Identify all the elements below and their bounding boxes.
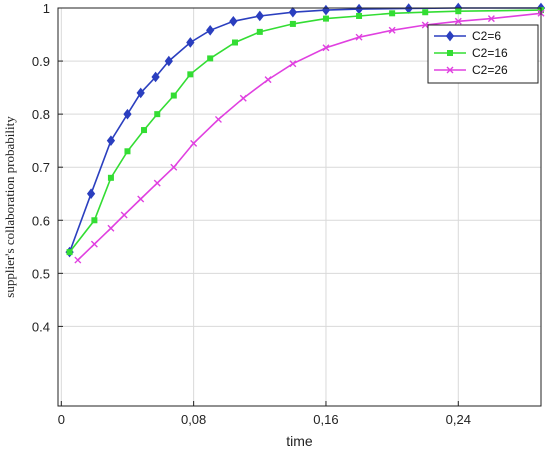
data-point [187, 71, 194, 78]
legend: C2=6 C2=16 C2=26 [427, 24, 539, 84]
y-axis-title: supplier's collaboration probability [2, 116, 17, 298]
legend-item: C2=26 [434, 63, 508, 77]
data-point [186, 37, 195, 48]
data-point [389, 10, 396, 17]
data-point [137, 195, 145, 203]
data-point [206, 24, 215, 36]
data-point [264, 76, 272, 84]
data-point [123, 108, 132, 120]
data-point [190, 139, 198, 147]
data-point [124, 148, 131, 155]
data-point [66, 249, 73, 256]
data-point [214, 115, 222, 123]
legend-label: C2=6 [472, 29, 501, 43]
y-tick-label: 1 [43, 1, 50, 16]
data-point [136, 87, 145, 99]
data-point [355, 33, 363, 41]
x-tick-label: 0,16 [313, 412, 338, 427]
data-point [255, 10, 264, 22]
data-point [86, 188, 96, 200]
data-point [151, 71, 160, 83]
data-point [107, 224, 115, 232]
legend-marker [447, 50, 453, 56]
data-point [91, 217, 98, 224]
legend-item: C2=16 [434, 46, 508, 60]
data-point [422, 9, 429, 16]
y-tick-label: 0.6 [32, 213, 50, 228]
x-tick-label: 0,24 [446, 412, 471, 427]
data-point [170, 92, 177, 99]
data-point [90, 240, 98, 248]
y-tick-label: 0.8 [32, 107, 50, 122]
x-tick-label: 0,08 [181, 412, 206, 427]
legend-item: C2=6 [434, 29, 501, 43]
y-tick-label: 0.9 [32, 54, 50, 69]
data-point [421, 21, 429, 29]
data-point [487, 15, 495, 23]
data-point [207, 55, 214, 62]
data-point [454, 17, 462, 25]
data-point [256, 28, 263, 35]
plot-frame [57, 7, 542, 407]
data-point [141, 127, 148, 134]
series-3 [74, 9, 545, 264]
series-1 [65, 2, 546, 258]
data-point [120, 211, 128, 219]
y-tick-label: 0.4 [32, 319, 50, 334]
data-point [74, 256, 82, 264]
data-point [356, 12, 363, 19]
data-point [322, 44, 330, 52]
legend-box [427, 24, 539, 84]
data-point [231, 39, 238, 46]
data-point [288, 6, 298, 18]
data-point [170, 163, 178, 171]
data-point [107, 174, 114, 181]
x-axis-title: time [286, 433, 313, 449]
y-tick-label: 0.7 [32, 160, 50, 175]
data-point [153, 179, 161, 187]
data-point [455, 8, 462, 15]
data-point [164, 55, 173, 67]
series-line [68, 9, 542, 253]
y-tick-label: 0.5 [32, 266, 50, 281]
legend-label: C2=26 [472, 63, 508, 77]
x-tick-label: 0 [58, 412, 65, 427]
data-point [322, 15, 329, 22]
legend-marker [446, 66, 454, 74]
legend-marker [445, 30, 455, 42]
data-point [239, 94, 247, 102]
data-point [289, 20, 296, 27]
data-point [154, 111, 161, 118]
data-point [289, 60, 297, 68]
data-point [229, 15, 238, 27]
data-point [106, 135, 116, 146]
legend-label: C2=16 [472, 46, 508, 60]
data-point [388, 26, 396, 34]
